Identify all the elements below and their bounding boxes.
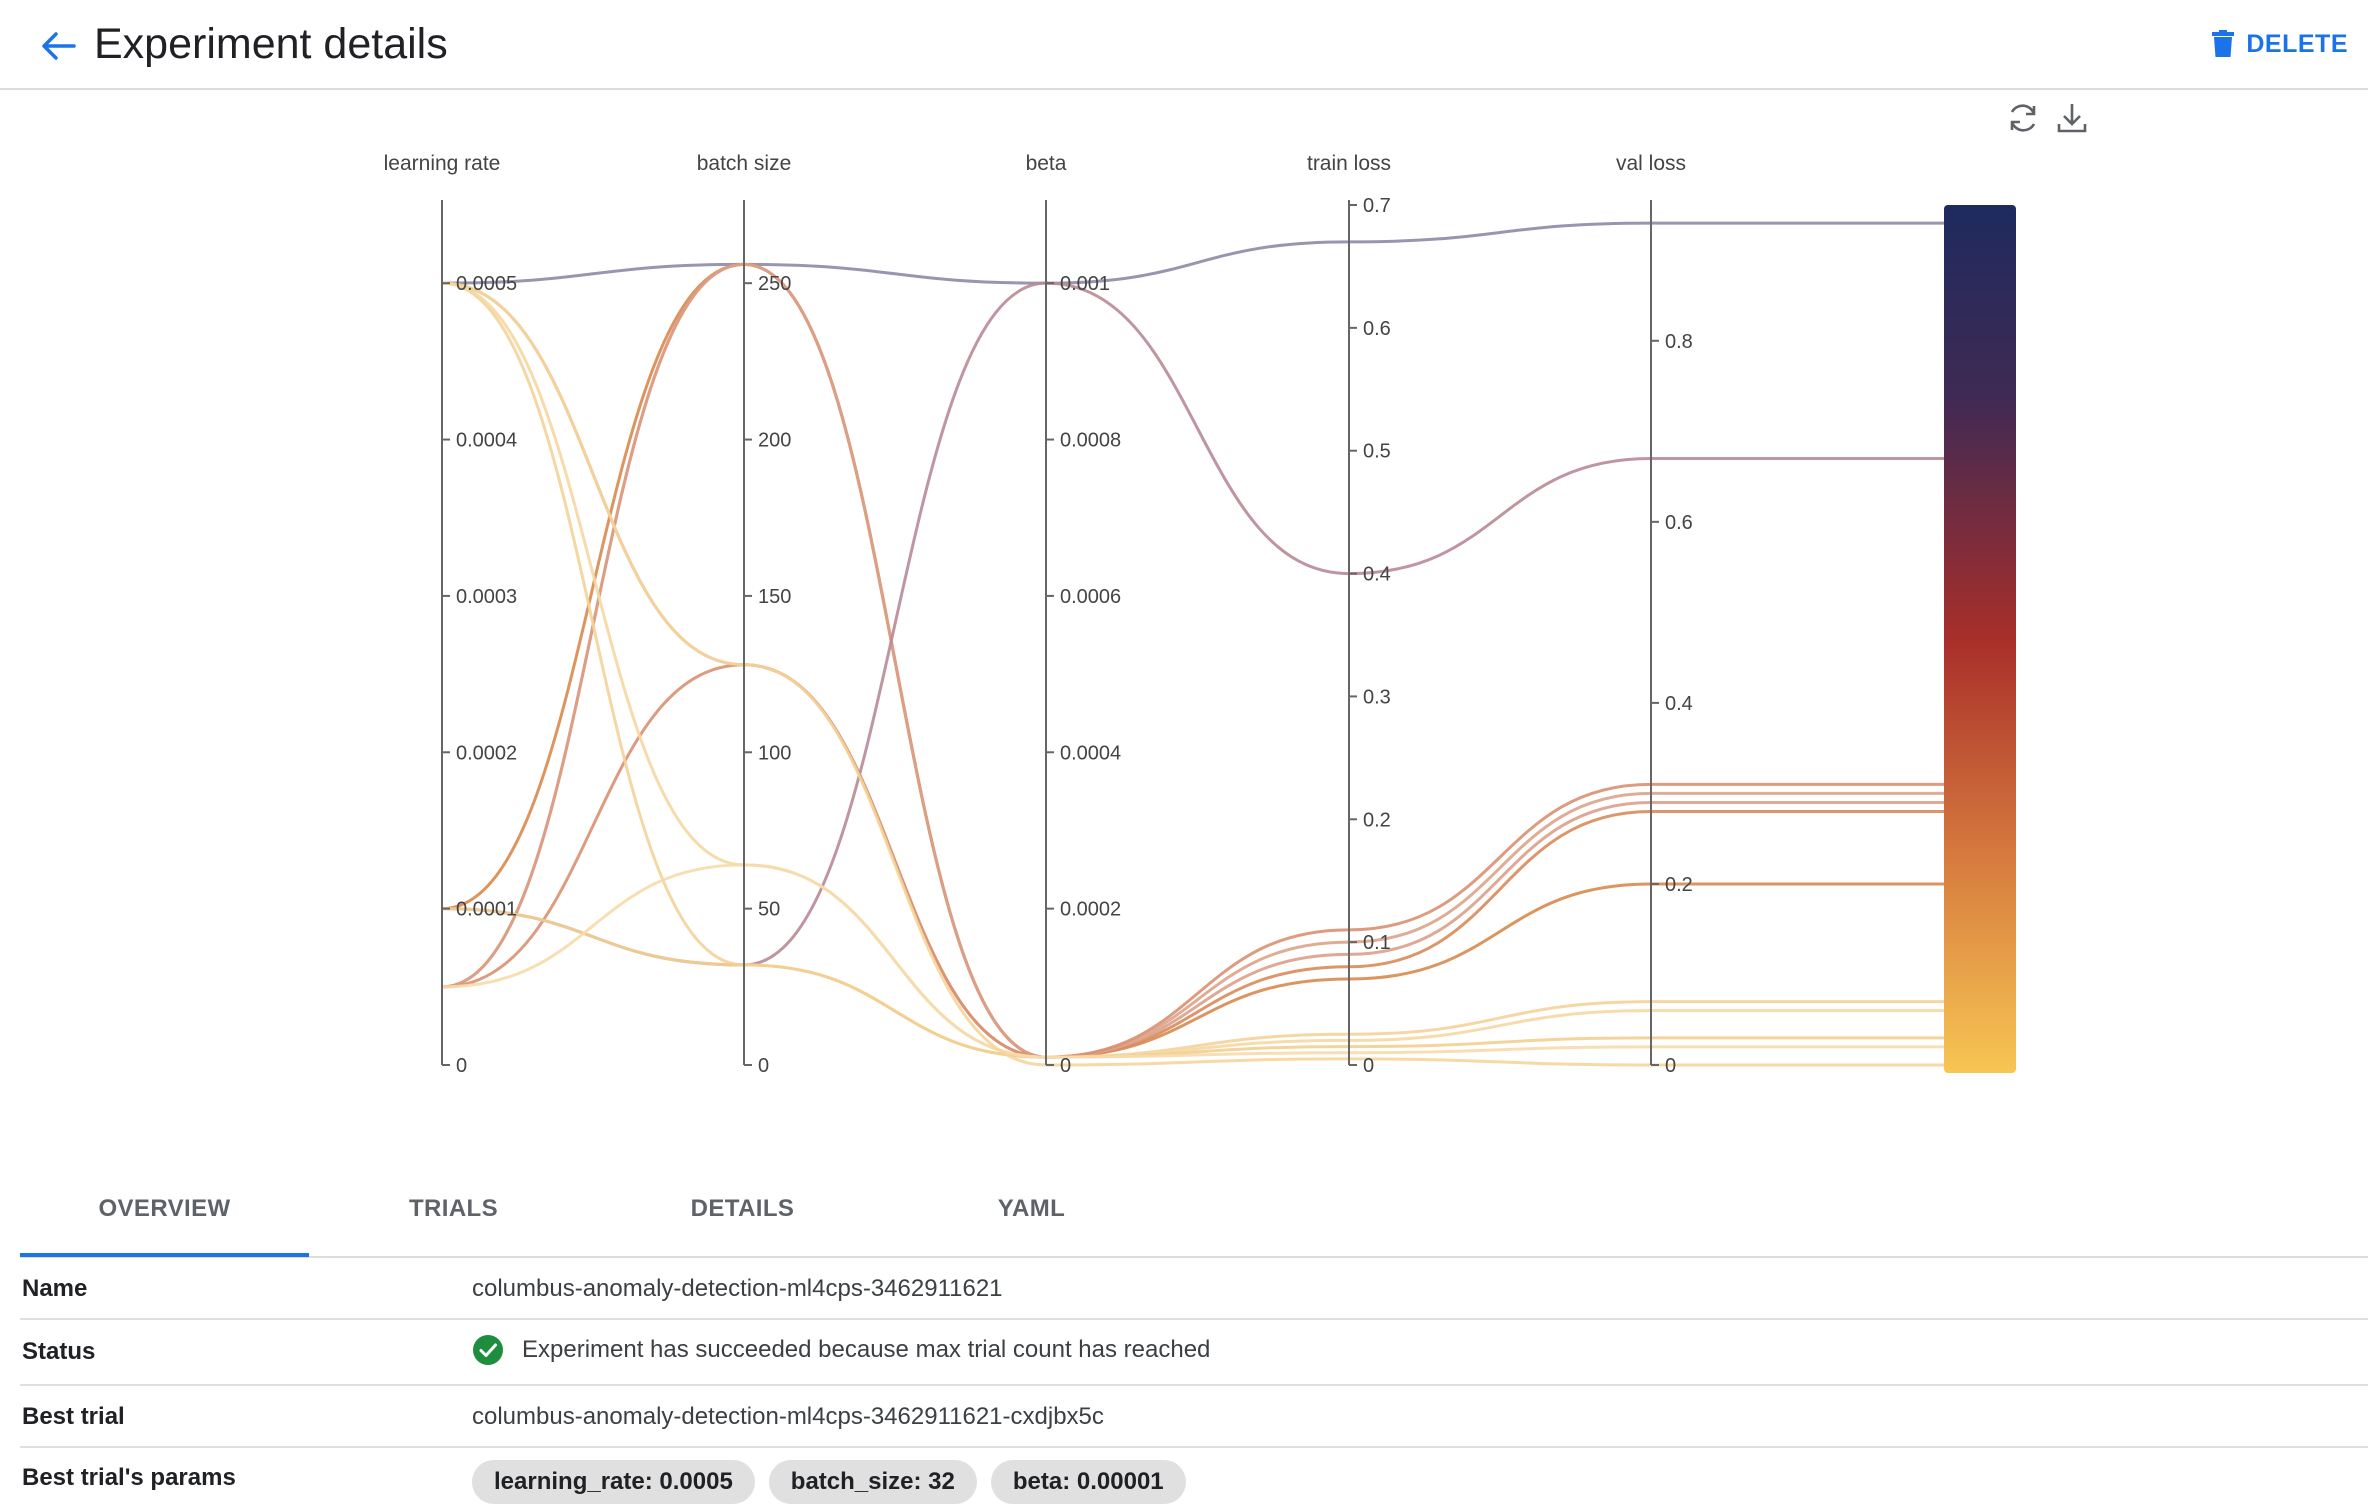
tick-label: 0.4 — [1665, 693, 1693, 715]
active-tab-indicator — [20, 1253, 309, 1257]
series-line — [441, 281, 1944, 1059]
download-icon — [2057, 104, 2087, 133]
tab-trials[interactable]: TRIALS — [408, 1195, 499, 1222]
page-header: Experiment details DELETE — [0, 0, 2368, 90]
name-row: Name columbus-anomaly-detection-ml4cps-3… — [20, 1258, 2368, 1320]
series-line — [441, 262, 1944, 1059]
refresh-icon — [2010, 104, 2036, 132]
name-label: Name — [22, 1275, 88, 1302]
delete-button[interactable]: DELETE — [2212, 22, 2348, 66]
status-row: Status Experiment has succeeded because … — [20, 1320, 2368, 1386]
param-chip-beta: beta: 0.00001 — [990, 1460, 1186, 1504]
axis-label[interactable]: learning rate — [384, 152, 501, 175]
tick-label: 0.0006 — [1060, 586, 1121, 608]
series-line — [441, 863, 1944, 1059]
series-line — [441, 281, 1944, 1059]
tick-label: 0.6 — [1363, 318, 1391, 340]
tick-label: 0 — [1363, 1055, 1374, 1077]
tick-label: 0.8 — [1665, 331, 1693, 353]
tick-label: 100 — [758, 742, 791, 764]
series-line — [441, 262, 1944, 1059]
tick-label: 0.3 — [1363, 686, 1391, 708]
tick-label: 0.0001 — [456, 899, 517, 921]
tab-bar: OVERVIEW TRIALS DETAILS YAML — [20, 1160, 2368, 1258]
tick-label: 0.2 — [1363, 809, 1391, 831]
tick-label: 0.7 — [1363, 195, 1391, 217]
tick-label: 0 — [1060, 1055, 1071, 1077]
best-params-chips: learning_rate: 0.0005 batch_size: 32 bet… — [472, 1460, 1200, 1504]
tick-label: 0.0003 — [456, 586, 517, 608]
tick-label: 250 — [758, 273, 791, 295]
status-label: Status — [22, 1338, 96, 1365]
tick-label: 0.4 — [1363, 564, 1391, 586]
best-trial-label: Best trial — [22, 1403, 125, 1430]
tick-label: 0.001 — [1060, 273, 1110, 295]
check-circle-icon — [473, 1335, 503, 1365]
name-value: columbus-anomaly-detection-ml4cps-346291… — [472, 1275, 1003, 1302]
tick-label: 0.0004 — [456, 430, 517, 452]
axis-label[interactable]: beta — [1026, 152, 1067, 175]
tick-label: 0.0005 — [456, 273, 517, 295]
tick-label: 50 — [758, 899, 780, 921]
series-line — [441, 281, 1944, 1059]
series-line — [441, 663, 1944, 1059]
tick-label: 200 — [758, 430, 791, 452]
tabs-divider — [20, 1256, 2368, 1258]
tick-label: 0 — [456, 1055, 467, 1077]
best-params-label: Best trial's params — [22, 1464, 236, 1491]
series-line — [441, 907, 1944, 1059]
series-line — [441, 262, 1944, 1059]
tick-label: 0.5 — [1363, 441, 1391, 463]
tick-label: 0.0008 — [1060, 430, 1121, 452]
download-button[interactable] — [2054, 100, 2090, 136]
axis-label[interactable]: batch size — [697, 152, 792, 175]
tab-overview[interactable]: OVERVIEW — [98, 1195, 231, 1222]
tick-label: 0.0002 — [456, 742, 517, 764]
series-line — [441, 281, 1944, 1067]
refresh-button[interactable] — [2005, 100, 2041, 136]
delete-label: DELETE — [2246, 29, 2348, 58]
tab-details[interactable]: DETAILS — [690, 1195, 795, 1222]
best-trial-row: Best trial columbus-anomaly-detection-ml… — [20, 1386, 2368, 1448]
tick-label: 150 — [758, 586, 791, 608]
back-button[interactable] — [34, 22, 82, 70]
series-line — [441, 221, 1944, 285]
tick-label: 0 — [1665, 1055, 1676, 1077]
page-title: Experiment details — [94, 20, 448, 68]
best-trial-value: columbus-anomaly-detection-ml4cps-346291… — [472, 1403, 1104, 1430]
colorscale-bar — [1944, 205, 2016, 1073]
status-value: Experiment has succeeded because max tri… — [472, 1334, 1210, 1366]
best-params-row: Best trial's params learning_rate: 0.000… — [20, 1448, 2368, 1512]
param-chip-learning-rate: learning_rate: 0.0005 — [472, 1460, 755, 1504]
tick-label: 0.0002 — [1060, 899, 1121, 921]
arrow-back-icon — [42, 32, 76, 60]
trash-icon — [2212, 30, 2235, 57]
param-chip-batch-size: batch_size: 32 — [768, 1460, 977, 1504]
tick-label: 0.1 — [1363, 932, 1391, 954]
tab-yaml[interactable]: YAML — [997, 1195, 1066, 1222]
tick-label: 0 — [758, 1055, 769, 1077]
parallel-coordinates-chart[interactable]: learning rate 0 0.0001 0.0002 0.0003 0.0004 0.… — [0, 92, 2368, 1152]
tick-label: 0.2 — [1665, 874, 1693, 896]
axis-label[interactable]: val loss — [1616, 152, 1686, 175]
tick-label: 0.6 — [1665, 512, 1693, 534]
tick-label: 0.0004 — [1060, 742, 1121, 764]
axis-label[interactable]: train loss — [1307, 152, 1391, 175]
status-text: Experiment has succeeded because max tri… — [522, 1336, 1211, 1363]
